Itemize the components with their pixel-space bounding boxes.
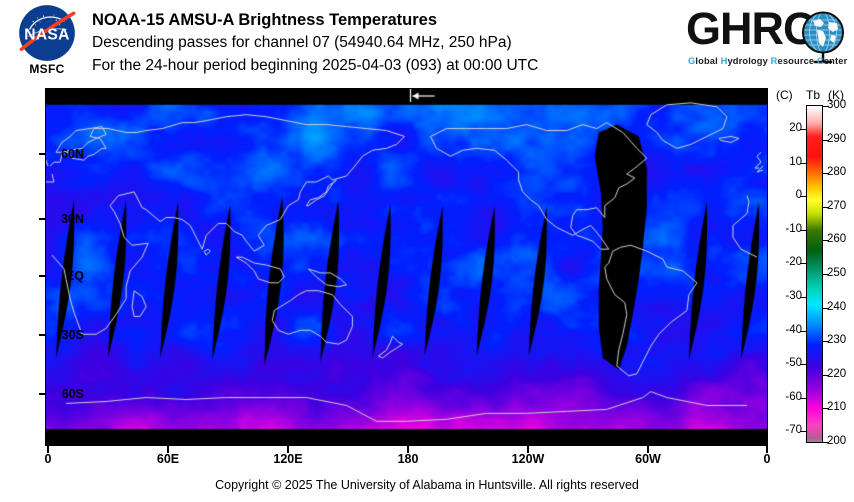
lon-tick-mark-120w [527, 446, 529, 453]
lon-tick-mark-120e [287, 446, 289, 453]
lat-tick-mark-60n [39, 153, 46, 155]
colorbar-tick-k-200 [822, 442, 829, 443]
colorbar-tick-c--10 [800, 229, 807, 231]
colorbar-label-c--60: -60 [785, 390, 802, 403]
lon-tick-mark-60w [647, 446, 649, 453]
lat-tick-mark-60s [39, 393, 46, 395]
colorbar-tick-c--20 [800, 263, 807, 265]
svg-text:NASA: NASA [24, 26, 70, 43]
colorbar-label-k-250: 250 [827, 267, 847, 279]
colorbar-unit-celsius: (C) [776, 88, 793, 102]
lon-tick-label-60w: 60W [635, 452, 661, 466]
lon-tick-label-60e: 60E [156, 452, 180, 466]
colorbar-unit-kelvin: (K) [828, 88, 844, 102]
colorbar-label-c-20: 20 [789, 122, 802, 135]
lon-tick-mark-60e [167, 446, 169, 453]
colorbar-tick-c-20 [800, 129, 807, 131]
colorbar-tick-k-250 [822, 274, 829, 275]
lat-tick-label-30s: 30S [61, 328, 84, 342]
colorbar-label-c--20: -20 [785, 256, 802, 269]
colorbar-tick-k-230 [822, 341, 829, 343]
colorbar-label-c--40: -40 [785, 323, 802, 336]
lon-tick-label-120e: 120E [273, 452, 303, 466]
colorbar-label-k-210: 210 [827, 401, 847, 414]
page-title: NOAA-15 AMSU-A Brightness Temperatures [92, 11, 438, 29]
colorbar-gradient [806, 105, 823, 443]
lat-tick-label-eq: EQ [65, 269, 84, 283]
colorbar: (C) Tb (K) 300 290 280 270 260 250 240 230 220 21… [776, 88, 854, 458]
nasa-meatball-icon: NASA [19, 5, 76, 61]
colorbar-tick-k-210 [822, 408, 829, 410]
lat-tick-mark-eq [39, 275, 46, 277]
colorbar-label-c--50: -50 [785, 357, 802, 370]
colorbar-label-k-220: 220 [827, 367, 847, 380]
lat-tick-label-30n: 30N [61, 212, 84, 226]
colorbar-tick-k-240 [822, 307, 829, 309]
nasa-logo: NASA MSFC [10, 4, 84, 82]
lon-tick-label-360: 0 [763, 452, 771, 466]
lat-tick-mark-30n [39, 218, 46, 220]
colorbar-label-k-300: 300 [827, 99, 847, 111]
colorbar-tick-c--40 [800, 330, 807, 332]
colorbar-tick-k-220 [822, 374, 829, 376]
colorbar-label-c--70: -70 [785, 424, 802, 437]
colorbar-tick-k-300 [822, 106, 829, 107]
colorbar-label-k-290: 290 [827, 132, 847, 145]
lat-tick-label-60s: 60S [61, 387, 84, 401]
colorbar-label-c--10: -10 [785, 222, 802, 235]
ghrc-logo: GHRC Global Hydrology Resource Cent [686, 4, 850, 76]
globe-icon [802, 11, 844, 64]
page-period: For the 24-hour period beginning 2025-04… [92, 57, 539, 74]
colorbar-tick-c--50 [800, 364, 807, 366]
lon-tick-label-180: 180 [397, 452, 419, 466]
lon-tick-label-0: 0 [44, 452, 52, 466]
copyright-notice: Copyright © 2025 The University of Alaba… [215, 478, 639, 492]
colorbar-tick-k-280 [822, 173, 829, 175]
colorbar-tick-k-260 [822, 240, 829, 242]
colorbar-tick-c--70 [800, 431, 807, 433]
colorbar-tick-c--30 [800, 297, 807, 299]
title-block: NOAA-15 AMSU-A Brightness Temperatures D… [92, 9, 682, 77]
map-plot-area[interactable] [45, 88, 768, 446]
colorbar-tick-c--60 [800, 397, 807, 399]
colorbar-label-k-240: 240 [827, 300, 847, 313]
colorbar-label-k-230: 230 [827, 334, 847, 347]
lon-tick-mark-180 [407, 446, 409, 453]
colorbar-label-k-200: 200 [827, 435, 847, 447]
lon-tick-mark-360 [766, 446, 768, 453]
colorbar-label-k-270: 270 [827, 199, 847, 212]
colorbar-label-c-10: 10 [789, 155, 802, 168]
colorbar-label-k-280: 280 [827, 166, 847, 179]
nasa-center-label: MSFC [29, 62, 65, 76]
lon-tick-mark-0 [47, 446, 49, 453]
lat-tick-label-60n: 60N [61, 147, 84, 161]
colorbar-tick-k-290 [822, 139, 829, 141]
colorbar-label-c--30: -30 [785, 290, 802, 303]
lon-tick-label-120w: 120W [511, 452, 545, 466]
colorbar-tick-c-10 [800, 162, 807, 164]
ghrc-tagline: Global Hydrology Resource Center [688, 56, 848, 66]
lat-tick-mark-30s [39, 334, 46, 336]
colorbar-label-k-260: 260 [827, 233, 847, 246]
colorbar-label-c-0: 0 [795, 189, 802, 202]
colorbar-tick-c-0 [800, 196, 807, 198]
brightness-temperature-heatmap [46, 89, 767, 445]
ghrc-wordmark: GHRC [686, 3, 816, 54]
colorbar-variable-label: Tb [806, 88, 821, 102]
colorbar-tick-k-270 [822, 206, 829, 208]
page-subtitle: Descending passes for channel 07 (54940.… [92, 34, 512, 51]
